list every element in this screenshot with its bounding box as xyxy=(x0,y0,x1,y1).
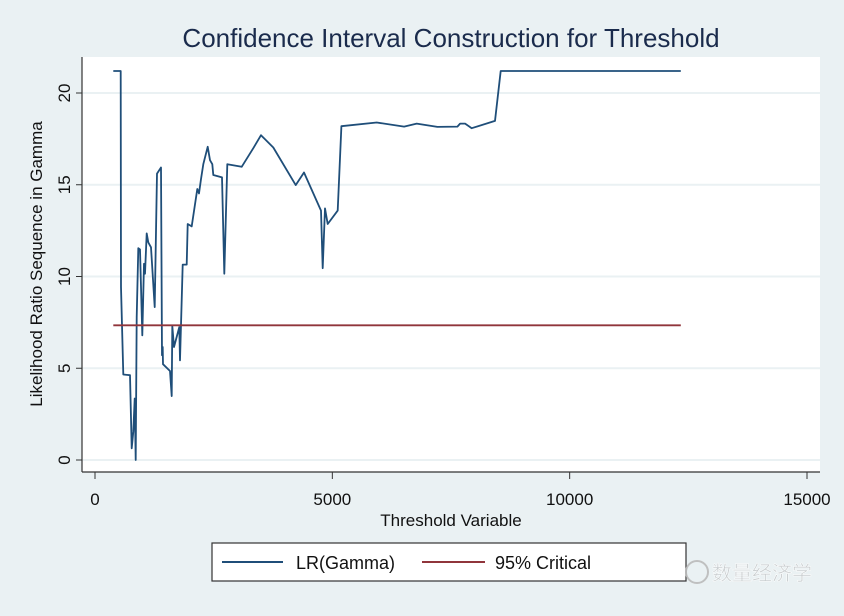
x-tick-label: 0 xyxy=(90,490,99,509)
y-tick-label: 15 xyxy=(55,175,74,194)
plot-region xyxy=(82,57,820,472)
x-tick-label: 5000 xyxy=(313,490,351,509)
y-tick-label: 20 xyxy=(55,84,74,103)
watermark: 数量经济学 xyxy=(685,560,812,585)
legend: LR(Gamma) 95% Critical xyxy=(211,542,687,582)
x-axis-label: Threshold Variable xyxy=(380,511,521,530)
y-tick-label: 5 xyxy=(55,364,74,373)
x-tick-label: 10000 xyxy=(546,490,593,509)
legend-label-critical: 95% Critical xyxy=(495,553,591,573)
y-tick-label: 10 xyxy=(55,267,74,286)
y-axis-label: Likelihood Ratio Sequence in Gamma xyxy=(27,121,46,407)
wechat-icon xyxy=(685,560,709,584)
watermark-text: 数量经济学 xyxy=(712,562,812,585)
series-line-0 xyxy=(113,70,681,461)
y-tick-label: 0 xyxy=(55,455,74,464)
x-tick-label: 15000 xyxy=(783,490,830,509)
legend-label-lr-gamma: LR(Gamma) xyxy=(296,553,395,573)
chart-title: Confidence Interval Construction for Thr… xyxy=(182,23,719,53)
